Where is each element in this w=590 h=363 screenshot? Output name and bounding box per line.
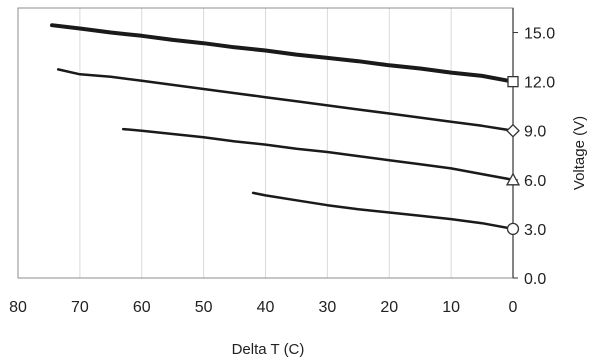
diamond-marker: [506, 123, 520, 138]
x-tick-label: 70: [71, 299, 89, 316]
x-tick-labels: 80 70 60 50 40 30 20 10 0: [9, 299, 517, 316]
x-axis-title: Delta T (C): [232, 341, 305, 358]
square-marker: [507, 75, 519, 88]
x-tick-label: 60: [133, 299, 151, 316]
x-tick-label: 0: [509, 299, 518, 316]
series-line-3: [121, 127, 515, 182]
series-line-4: [251, 191, 515, 231]
y-axis-title: Voltage (V): [571, 116, 588, 190]
series-line-1: [50, 23, 515, 84]
y-tick-label: 6.0: [524, 173, 546, 190]
series-group: [50, 23, 521, 236]
series-4: [251, 191, 520, 236]
x-tick-label: 50: [195, 299, 213, 316]
series-line-2: [56, 68, 515, 132]
axes: [17, 7, 518, 279]
y-tick-label: 9.0: [524, 124, 546, 141]
triangle-marker: [505, 172, 521, 186]
x-tick-label: 80: [9, 299, 27, 316]
series-3: [121, 127, 521, 186]
series-1: [50, 23, 519, 88]
x-tick-label: 10: [442, 299, 460, 316]
x-tick-label: 30: [318, 299, 336, 316]
y-tick-label: 12.0: [524, 75, 555, 92]
y-tick-label: 0.0: [524, 271, 546, 288]
y-tick-label: 15.0: [524, 26, 555, 43]
x-tick-label: 20: [380, 299, 398, 316]
y-tick-labels: 0.0 3.0 6.0 9.0 12.0 15.0: [524, 26, 555, 288]
series-2: [56, 68, 520, 138]
x-tick-label: 40: [257, 299, 275, 316]
y-tick-label: 3.0: [524, 222, 546, 239]
circle-marker: [506, 222, 520, 236]
